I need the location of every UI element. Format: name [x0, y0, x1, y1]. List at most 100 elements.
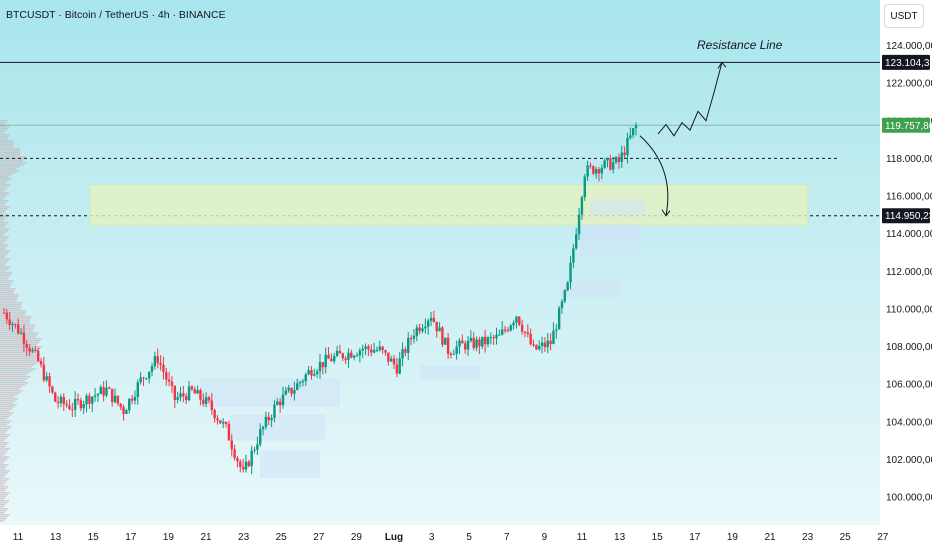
y-tick-label: 124.000,00: [886, 41, 932, 52]
candle-body: [384, 350, 387, 353]
candle-body: [404, 349, 407, 353]
candle-body: [407, 338, 410, 353]
candle-body: [375, 349, 379, 351]
projection-path[interactable]: [657, 62, 723, 137]
y-tick-label: 110.000,00: [886, 304, 932, 315]
x-tick-label: 27: [877, 532, 889, 543]
candle-body: [76, 398, 80, 401]
candle-body: [31, 349, 34, 352]
candle-body: [546, 340, 549, 348]
candle-body: [418, 327, 421, 332]
candle-body: [256, 444, 259, 450]
candle-body: [196, 389, 199, 394]
candle-body: [398, 358, 401, 374]
projection-arrowhead: [717, 61, 727, 69]
pullback-arrow[interactable]: [639, 135, 669, 216]
candle-body: [139, 377, 142, 383]
candle-body: [589, 165, 592, 167]
candle-body: [529, 333, 532, 345]
currency-selector-button[interactable]: USDT: [884, 4, 924, 28]
candle-body: [352, 355, 356, 358]
candle-body: [204, 397, 208, 404]
candle-body: [25, 343, 28, 348]
candle-body: [540, 342, 544, 346]
candle-body: [241, 467, 245, 470]
x-tick-label: 15: [88, 532, 100, 543]
candle-body: [469, 337, 473, 341]
candle-body: [202, 399, 205, 404]
candle-body: [39, 360, 43, 365]
candle-body: [495, 334, 498, 339]
candle-body: [42, 364, 46, 381]
candle-body: [370, 349, 373, 353]
x-tick-label: 23: [802, 532, 814, 543]
candle-body: [147, 371, 151, 379]
candle-body: [187, 386, 191, 401]
x-tick-label: 17: [689, 532, 701, 543]
candle-body: [68, 405, 71, 410]
y-tick-label: 118.000,00: [886, 154, 932, 165]
candle-body: [110, 388, 114, 403]
y-tick-label: 114.000,00: [886, 229, 932, 240]
candle-body: [290, 387, 293, 394]
candle-body: [378, 346, 381, 350]
candle-body: [310, 370, 313, 376]
candle-body: [626, 138, 629, 156]
candle-body: [45, 376, 48, 381]
candle-body: [543, 342, 547, 348]
candle-body: [298, 382, 302, 384]
candle-body: [85, 395, 88, 405]
candle-body: [167, 379, 171, 382]
candle-body: [315, 371, 319, 375]
candle-body: [361, 348, 364, 351]
candle-body: [54, 392, 57, 402]
candle-body: [287, 387, 290, 391]
candle-body: [130, 398, 134, 401]
candle-body: [489, 337, 493, 339]
candle-body: [71, 409, 74, 411]
candle-body: [475, 339, 478, 348]
candle-body: [412, 335, 416, 339]
candle-body: [503, 329, 507, 331]
x-tick-label: 23: [238, 532, 250, 543]
candle-body: [244, 461, 248, 470]
candle-body: [2, 312, 6, 314]
x-tick-label: 29: [351, 532, 363, 543]
candle-body: [455, 346, 458, 354]
candle-body: [444, 337, 447, 345]
candle-body: [253, 449, 256, 451]
candle-body: [566, 282, 569, 291]
candle-body: [182, 393, 185, 397]
candle-body: [239, 461, 242, 468]
x-tick-label: Lug: [385, 532, 403, 543]
demand-zone[interactable]: [89, 184, 809, 226]
candle-body: [173, 385, 177, 400]
candle-body: [347, 352, 350, 360]
candle-body: [301, 380, 305, 383]
candle-body: [153, 356, 157, 367]
x-tick-label: 11: [577, 532, 588, 543]
candle-body: [415, 327, 418, 336]
candle-body: [184, 396, 188, 401]
candle-body: [523, 331, 527, 333]
current-price-tag: [882, 117, 930, 133]
candle-body: [401, 349, 404, 359]
candle-body: [22, 332, 26, 344]
candle-body: [387, 352, 390, 362]
candle-body: [486, 337, 490, 345]
candle-body: [14, 324, 17, 326]
candle-body: [509, 325, 512, 331]
candle-body: [435, 321, 438, 332]
candle-body: [62, 396, 65, 404]
candle-body: [99, 387, 102, 394]
candle-body: [617, 157, 621, 163]
x-tick-label: 21: [764, 532, 776, 543]
candle-body: [429, 317, 433, 321]
candle-body: [11, 324, 14, 326]
candle-body: [515, 316, 518, 323]
candle-body: [213, 409, 216, 419]
current-price-tag-label: 119.757,86: [885, 121, 932, 132]
candle-body: [594, 169, 598, 174]
